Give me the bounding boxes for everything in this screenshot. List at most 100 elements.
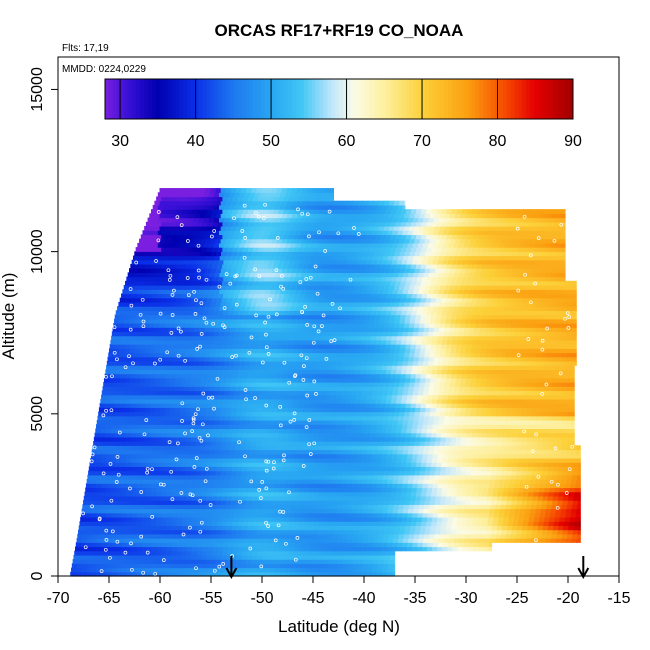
- curtain-cell: [348, 411, 354, 417]
- curtain-cell: [117, 356, 124, 362]
- curtain-cell: [522, 407, 528, 413]
- curtain-cell: [254, 567, 261, 573]
- curtain-cell: [465, 441, 472, 446]
- curtain-cell: [467, 428, 474, 434]
- curtain-cell: [381, 487, 387, 493]
- curtain-cell: [214, 479, 220, 484]
- curtain-cell: [319, 462, 325, 467]
- curtain-cell: [135, 432, 142, 438]
- curtain-cell: [440, 377, 447, 383]
- curtain-cell: [339, 369, 346, 375]
- curtain-cell: [291, 356, 297, 362]
- curtain-cell: [551, 474, 558, 480]
- curtain-cell: [371, 571, 377, 577]
- curtain-cell: [565, 453, 571, 459]
- curtain-cell: [518, 398, 525, 404]
- curtain-cell: [147, 508, 154, 514]
- curtain-cell: [113, 500, 120, 505]
- curtain-cell: [388, 411, 395, 417]
- curtain-cell: [242, 491, 249, 497]
- curtain-cell: [439, 352, 446, 358]
- curtain-cell: [185, 529, 191, 535]
- curtain-cell: [329, 457, 336, 463]
- curtain-cell: [568, 403, 575, 408]
- curtain-cell: [495, 386, 501, 392]
- curtain-cell: [574, 457, 581, 463]
- curtain-cell: [377, 386, 384, 392]
- curtain-cell: [277, 344, 284, 349]
- curtain-cell: [179, 504, 185, 510]
- curtain-cell: [493, 424, 500, 430]
- curtain-cell: [149, 436, 156, 442]
- curtain-cell: [404, 441, 410, 446]
- curtain-cell: [98, 411, 104, 417]
- curtain-cell: [377, 356, 384, 362]
- curtain-cell: [78, 529, 84, 535]
- curtain-cell: [291, 559, 298, 564]
- curtain-cell: [289, 546, 295, 552]
- curtain-cell: [539, 512, 546, 518]
- curtain-cell: [320, 394, 327, 400]
- curtain-cell: [383, 445, 389, 451]
- curtain-cell: [440, 470, 446, 476]
- curtain-cell: [199, 504, 206, 510]
- curtain-cell: [500, 474, 507, 480]
- curtain-cell: [342, 382, 349, 387]
- curtain-cell: [316, 445, 323, 451]
- curtain-cell: [266, 441, 273, 446]
- curtain-cell: [297, 495, 304, 501]
- curtain-cell: [133, 382, 140, 387]
- curtain-cell: [375, 546, 382, 552]
- curtain-cell: [142, 449, 149, 455]
- curtain-cell: [357, 504, 364, 510]
- curtain-cell: [482, 428, 489, 434]
- curtain-cell: [272, 377, 278, 383]
- curtain-cell: [126, 453, 133, 459]
- curtain-cell: [175, 348, 181, 354]
- curtain-cell: [149, 470, 155, 476]
- curtain-cell: [272, 436, 279, 442]
- curtain-cell: [173, 538, 180, 543]
- curtain-cell: [518, 516, 525, 522]
- curtain-cell: [376, 453, 383, 459]
- curtain-cell: [281, 386, 287, 392]
- curtain-cell: [286, 356, 292, 362]
- curtain-cell: [432, 487, 438, 493]
- curtain-cell: [144, 500, 150, 505]
- curtain-cell: [123, 559, 130, 564]
- curtain-cell: [437, 483, 444, 489]
- curtain-cell: [494, 419, 501, 425]
- curtain-cell: [273, 462, 279, 467]
- curtain-cell: [219, 356, 226, 362]
- curtain-cell: [491, 466, 498, 472]
- curtain-cell: [273, 403, 279, 408]
- curtain-cell: [533, 369, 540, 375]
- curtain-cell: [324, 432, 330, 438]
- curtain-cell: [230, 382, 237, 387]
- curtain-cell: [374, 348, 380, 354]
- curtain-cell: [221, 344, 228, 349]
- curtain-cell: [251, 352, 257, 358]
- curtain-cell: [128, 474, 134, 480]
- curtain-cell: [159, 559, 166, 564]
- curtain-cell: [503, 398, 509, 404]
- curtain-cell: [112, 449, 118, 455]
- curtain-cell: [484, 479, 491, 484]
- curtain-cell: [565, 424, 571, 430]
- curtain-cell: [231, 436, 238, 442]
- curtain-cell: [536, 533, 542, 539]
- curtain-cell: [309, 516, 316, 522]
- curtain-cell: [213, 453, 220, 459]
- curtain-cell: [418, 419, 424, 425]
- curtain-cell: [437, 542, 444, 548]
- curtain-cell: [146, 369, 152, 375]
- curtain-cell: [481, 525, 488, 531]
- curtain-cell: [495, 533, 502, 539]
- curtain-cell: [426, 462, 432, 467]
- curtain-cell: [538, 491, 545, 497]
- curtain-cell: [378, 533, 384, 539]
- curtain-cell: [187, 487, 193, 493]
- curtain-cell: [396, 394, 403, 400]
- curtain-cell: [536, 386, 542, 392]
- curtain-cell: [564, 428, 571, 434]
